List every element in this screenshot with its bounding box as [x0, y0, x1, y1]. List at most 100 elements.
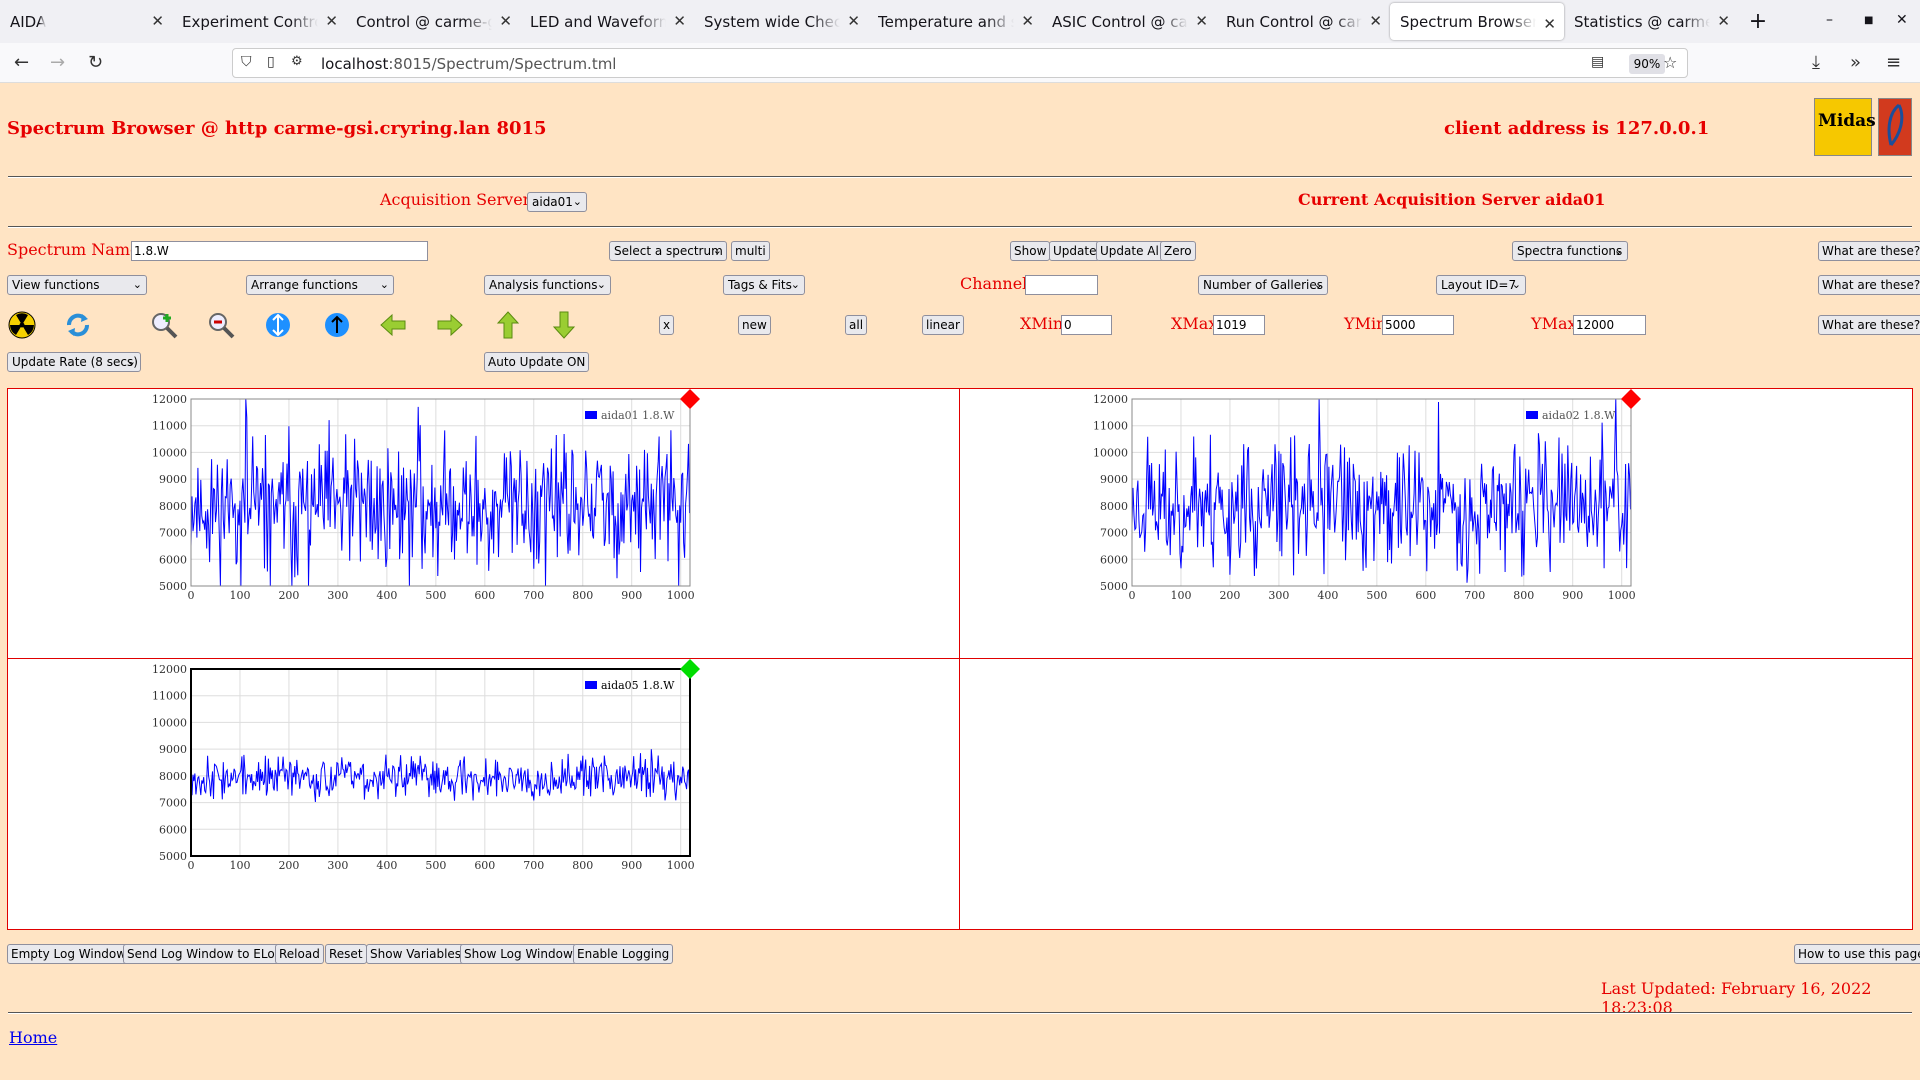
browser-tab[interactable]: Run Control @ carme-gsi ✕ — [1216, 0, 1390, 43]
x-tick-label: 400 — [376, 859, 397, 872]
chevron-down-icon: ⌄ — [1511, 278, 1521, 291]
what-are-these-button[interactable]: What are these? — [1818, 315, 1920, 335]
close-icon[interactable]: ✕ — [325, 12, 338, 30]
empty-log-window-button[interactable]: Empty Log Window — [7, 944, 131, 964]
show-log-window-button[interactable]: Show Log Window — [460, 944, 577, 964]
show-variables-button[interactable]: Show Variables — [366, 944, 466, 964]
update-button[interactable]: Update — [1049, 241, 1101, 261]
tab-label: ASIC Control @ carme-gsi — [1052, 12, 1188, 31]
downloads-icon[interactable]: ⤓ — [1812, 52, 1820, 73]
maximize-icon[interactable]: ■ — [1864, 15, 1874, 26]
browser-tab[interactable]: Experiment Control @ carme ✕ — [172, 0, 346, 43]
send-log-to-elog-button[interactable]: Send Log Window to ELog — [123, 944, 287, 964]
back-icon[interactable]: ← — [14, 52, 30, 73]
xmax-label: XMax — [1171, 314, 1218, 333]
url-text: localhost:8015/Spectrum/Spectrum.tml — [321, 55, 616, 73]
x-tick-label: 100 — [1170, 589, 1191, 602]
arrow-right-icon[interactable] — [435, 310, 465, 340]
close-icon[interactable]: ✕ — [499, 12, 512, 30]
expand-y-icon[interactable] — [322, 310, 352, 340]
reset-button[interactable]: Reset — [325, 944, 367, 964]
spectra-functions-dropdown[interactable]: Spectra functions ⌄ — [1512, 241, 1628, 261]
zoom-out-icon[interactable] — [206, 310, 236, 340]
layout-dropdown[interactable]: Layout ID=7 ⌄ — [1436, 275, 1526, 295]
browser-tab[interactable]: Control @ carme-gsi ✕ — [346, 0, 520, 43]
enable-logging-button[interactable]: Enable Logging — [573, 944, 674, 964]
what-are-these-button[interactable]: What are these? — [1818, 241, 1920, 261]
auto-update-button[interactable]: Auto Update ON — [484, 352, 590, 372]
close-icon[interactable]: ✕ — [847, 12, 860, 30]
browser-tab[interactable]: Temperature and status ✕ — [868, 0, 1042, 43]
x-button[interactable]: x — [659, 315, 675, 335]
reader-view-icon[interactable]: ▤ — [1591, 54, 1605, 70]
linear-button[interactable]: linear — [922, 315, 964, 335]
reload-icon[interactable]: ↻ — [88, 52, 104, 73]
arrow-left-icon[interactable] — [378, 310, 408, 340]
radiation-icon[interactable] — [7, 310, 37, 340]
new-tab-button[interactable]: + — [1748, 9, 1768, 34]
shield-icon[interactable]: ⛉ — [241, 54, 252, 70]
bookmark-star-icon[interactable]: ☆ — [1663, 53, 1678, 72]
close-icon[interactable]: ✕ — [1369, 12, 1382, 30]
ymin-input[interactable]: 5000 — [1382, 315, 1454, 335]
browser-tab[interactable]: Statistics @ carme-gsi ✕ — [1564, 0, 1738, 43]
tags-fits-dropdown[interactable]: Tags & Fits ⌄ — [723, 275, 805, 295]
browser-tab-active[interactable]: Spectrum Browser @ carme ✕ — [1390, 3, 1564, 40]
update-rate-dropdown[interactable]: Update Rate (8 secs) ⌄ — [7, 352, 141, 372]
channel-input[interactable] — [1025, 275, 1098, 295]
forward-icon[interactable]: → — [50, 52, 66, 73]
how-to-use-button[interactable]: How to use this page — [1794, 944, 1920, 964]
y-tick-label: 8000 — [159, 770, 187, 783]
minimize-icon[interactable]: – — [1826, 12, 1833, 28]
zoom-level[interactable]: 90% — [1629, 54, 1665, 74]
close-icon[interactable]: ✕ — [673, 12, 686, 30]
spectrum-name-input[interactable]: 1.8.W — [131, 241, 428, 261]
select-spectrum-dropdown[interactable]: Select a spectrum ⌄ — [609, 241, 727, 261]
close-icon[interactable]: ✕ — [1021, 12, 1034, 30]
zero-button[interactable]: Zero — [1160, 241, 1196, 261]
x-tick-label: 0 — [188, 859, 195, 872]
spectrum-chart-aida02[interactable]: 5000 6000 7000 8000 9000 10000 11000 12000 0 100 2… — [960, 389, 1914, 660]
update-all-button[interactable]: Update All — [1096, 241, 1167, 261]
y-tick-label: 5000 — [159, 850, 187, 863]
menu-icon[interactable]: ≡ — [1886, 52, 1902, 73]
xmin-input[interactable]: 0 — [1061, 315, 1112, 335]
xmax-input[interactable]: 1019 — [1213, 315, 1265, 335]
analysis-functions-dropdown[interactable]: Analysis functions ⌄ — [484, 275, 611, 295]
reload-button[interactable]: Reload — [275, 944, 324, 964]
spectrum-chart-aida01[interactable]: 5000 6000 7000 8000 9000 10000 11000 12000 0 100 2… — [8, 389, 961, 660]
tab-label: Spectrum Browser @ carme — [1400, 12, 1536, 31]
browser-tab[interactable]: AIDA ✕ — [0, 0, 172, 43]
refresh-icon[interactable] — [63, 310, 93, 340]
close-icon[interactable]: ✕ — [1195, 12, 1208, 30]
feather-icon — [1887, 103, 1904, 146]
expand-x-icon[interactable] — [263, 310, 293, 340]
url-bar[interactable]: ⛉ ▯ ⚙ localhost:8015/Spectrum/Spectrum.t… — [232, 48, 1688, 78]
home-link[interactable]: Home — [9, 1028, 58, 1047]
status-marker-icon — [680, 659, 700, 679]
browser-tab[interactable]: ASIC Control @ carme-gsi ✕ — [1042, 0, 1216, 43]
all-button[interactable]: all — [845, 315, 868, 335]
close-icon[interactable]: ✕ — [151, 12, 164, 30]
what-are-these-button[interactable]: What are these? — [1818, 275, 1920, 295]
window-close-icon[interactable]: ✕ — [1896, 12, 1908, 28]
view-functions-dropdown[interactable]: View functions ⌄ — [7, 275, 147, 295]
arrow-down-icon[interactable] — [549, 310, 579, 340]
browser-tab[interactable]: System wide Checks @ ✕ — [694, 0, 868, 43]
new-button[interactable]: new — [738, 315, 771, 335]
multi-button[interactable]: multi — [731, 241, 770, 261]
chevron-down-icon: ⌄ — [712, 244, 722, 257]
arrange-functions-dropdown[interactable]: Arrange functions ⌄ — [246, 275, 394, 295]
overflow-icon[interactable]: » — [1850, 52, 1862, 73]
close-icon[interactable]: ✕ — [1543, 15, 1556, 33]
close-icon[interactable]: ✕ — [1717, 12, 1730, 30]
permissions-icon[interactable]: ⚙ — [291, 54, 303, 69]
spectrum-chart-aida05[interactable]: 5000 6000 7000 8000 9000 10000 11000 12000 0 100 2… — [8, 659, 961, 931]
show-button[interactable]: Show — [1010, 241, 1051, 261]
zoom-in-icon[interactable] — [149, 310, 179, 340]
number-of-galleries-dropdown[interactable]: Number of Galleries ⌄ — [1198, 275, 1328, 295]
arrow-up-icon[interactable] — [493, 310, 523, 340]
ymax-input[interactable]: 12000 — [1573, 315, 1646, 335]
acquisition-server-select[interactable]: aida01 ⌄ — [527, 192, 587, 212]
browser-tab[interactable]: LED and Waveform control ✕ — [520, 0, 694, 43]
